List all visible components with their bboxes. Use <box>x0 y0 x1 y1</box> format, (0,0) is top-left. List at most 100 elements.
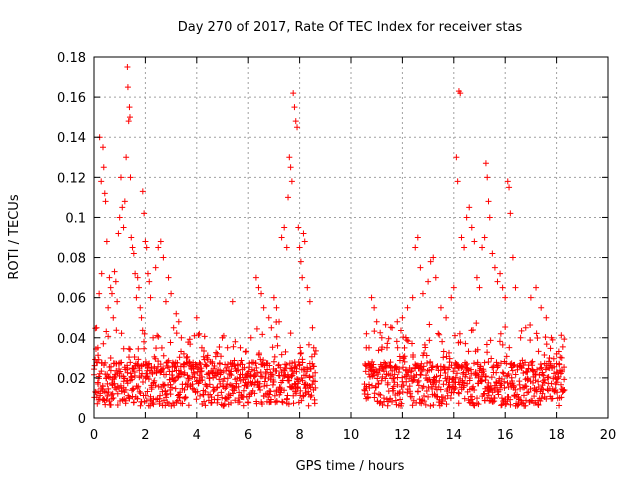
data-point <box>228 372 235 379</box>
data-point <box>515 400 522 407</box>
data-point <box>496 338 503 345</box>
data-point <box>287 330 294 337</box>
data-point <box>309 324 316 331</box>
data-point <box>489 250 496 257</box>
data-point <box>524 375 531 382</box>
data-point <box>144 388 151 395</box>
data-point <box>482 160 489 167</box>
data-point <box>469 326 476 333</box>
data-point <box>450 368 457 375</box>
data-point <box>134 395 141 402</box>
data-point <box>124 369 131 376</box>
data-point <box>244 382 251 389</box>
data-point <box>230 343 237 350</box>
data-point <box>533 284 540 291</box>
data-point <box>312 347 319 354</box>
data-point <box>375 371 382 378</box>
data-point <box>555 373 562 380</box>
data-point <box>111 371 118 378</box>
data-point <box>288 178 295 185</box>
x-tick-label: 8 <box>295 428 303 443</box>
data-point <box>522 402 529 409</box>
data-point <box>471 402 478 409</box>
data-point <box>406 383 413 390</box>
data-point <box>401 358 408 365</box>
data-point <box>172 385 179 392</box>
data-point <box>506 344 513 351</box>
data-point <box>292 118 299 125</box>
data-point <box>369 358 376 365</box>
data-point <box>396 357 403 364</box>
y-tick-label: 0.14 <box>57 131 86 146</box>
data-point <box>372 384 379 391</box>
data-point <box>265 314 272 321</box>
data-point <box>301 238 308 245</box>
data-point <box>175 318 182 325</box>
data-point <box>390 375 397 382</box>
data-point <box>537 361 544 368</box>
data-point <box>437 386 444 393</box>
data-point <box>126 395 133 402</box>
data-point <box>254 370 261 377</box>
data-point <box>184 353 191 360</box>
data-point <box>135 284 142 291</box>
data-point <box>233 380 240 387</box>
data-point <box>376 367 383 374</box>
data-point <box>417 371 424 378</box>
data-point <box>253 400 260 407</box>
data-point <box>474 346 481 353</box>
data-point <box>266 391 273 398</box>
data-point <box>305 402 312 409</box>
data-point <box>273 304 280 311</box>
data-point <box>134 274 141 281</box>
data-point <box>419 366 426 373</box>
data-point <box>104 393 111 400</box>
data-point <box>462 362 469 369</box>
data-point <box>432 274 439 281</box>
data-point <box>241 364 248 371</box>
data-point <box>512 371 519 378</box>
data-point <box>459 363 466 370</box>
data-point <box>433 363 440 370</box>
data-point <box>135 356 142 363</box>
data-point <box>298 397 305 404</box>
data-point <box>458 234 465 241</box>
data-point <box>152 264 159 271</box>
data-point <box>497 270 504 277</box>
data-point <box>551 370 558 377</box>
x-tick-label: 0 <box>90 428 98 443</box>
data-point <box>117 174 124 181</box>
data-point <box>148 384 155 391</box>
data-point <box>178 334 185 341</box>
data-point <box>311 396 318 403</box>
data-point <box>426 321 433 328</box>
data-point <box>534 366 541 373</box>
data-point <box>157 392 164 399</box>
data-point <box>174 359 181 366</box>
data-point <box>127 346 134 353</box>
data-point <box>439 338 446 345</box>
data-point <box>96 290 103 297</box>
data-point <box>247 334 254 341</box>
data-point <box>538 304 545 311</box>
data-point <box>535 348 542 355</box>
data-point <box>236 399 243 406</box>
data-point <box>546 354 553 361</box>
data-point <box>132 270 139 277</box>
data-point <box>300 393 307 400</box>
data-point <box>147 294 154 301</box>
data-point <box>293 368 300 375</box>
data-point <box>133 294 140 301</box>
data-point <box>537 398 544 405</box>
data-point <box>95 375 102 382</box>
data-point <box>378 346 385 353</box>
data-point <box>397 396 404 403</box>
data-point <box>392 397 399 404</box>
data-point <box>509 367 516 374</box>
data-point <box>391 379 398 386</box>
data-point <box>299 274 306 281</box>
data-point <box>560 387 567 394</box>
data-point <box>545 374 552 381</box>
data-point <box>404 304 411 311</box>
data-point <box>165 357 172 364</box>
